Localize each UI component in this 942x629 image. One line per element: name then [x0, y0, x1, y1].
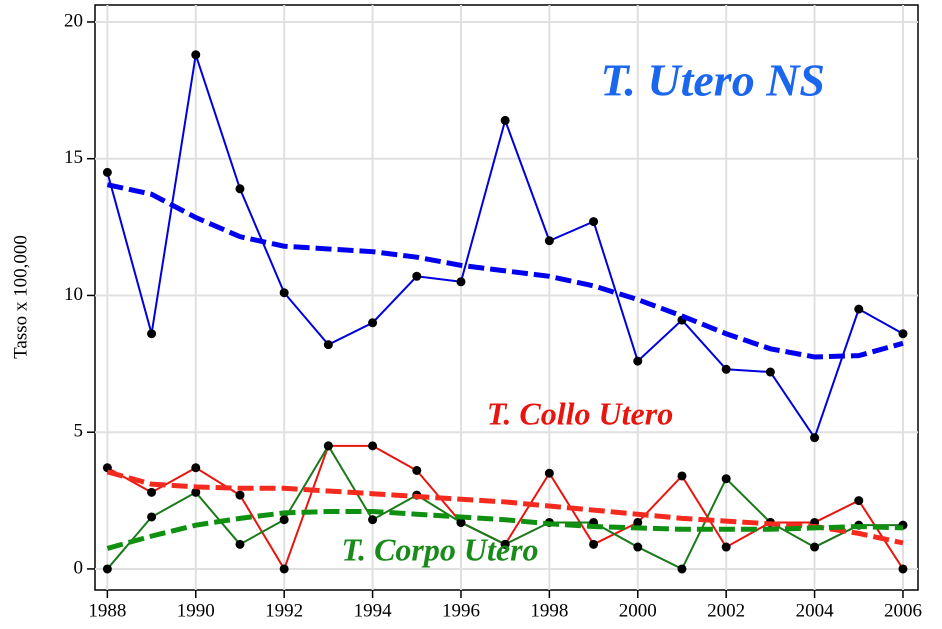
trend-line	[106, 182, 904, 360]
data-point	[810, 433, 820, 443]
trend-line	[106, 509, 904, 551]
data-point	[368, 515, 378, 525]
data-point	[412, 271, 422, 281]
series-label: T. Utero NS	[601, 55, 826, 106]
x-tick-label: 1996	[442, 600, 480, 621]
data-point	[235, 184, 245, 194]
data-point	[323, 340, 333, 350]
data-point	[147, 487, 157, 497]
data-point	[279, 288, 289, 298]
data-point	[721, 474, 731, 484]
data-point	[102, 167, 112, 177]
y-tick-label: 15	[64, 147, 83, 168]
data-point	[854, 496, 864, 506]
data-point	[368, 318, 378, 328]
data-point	[500, 115, 510, 125]
data-point	[191, 463, 201, 473]
data-point	[677, 471, 687, 481]
data-point	[544, 468, 554, 478]
data-point	[633, 542, 643, 552]
data-point	[854, 304, 864, 314]
data-point	[456, 517, 466, 527]
x-tick-label: 1998	[530, 600, 568, 621]
data-point	[898, 329, 908, 339]
x-tick-label: 2004	[796, 600, 835, 621]
trend-line	[106, 469, 904, 546]
y-axis-label: Tasso x 100,000	[10, 235, 31, 359]
data-point	[279, 515, 289, 525]
data-point	[544, 236, 554, 246]
data-point	[677, 564, 687, 574]
x-tick-label: 2002	[707, 600, 745, 621]
data-point	[633, 356, 643, 366]
data-point	[235, 490, 245, 500]
data-point	[721, 364, 731, 374]
data-point	[191, 50, 201, 60]
data-point	[633, 517, 643, 527]
data-point	[721, 542, 731, 552]
y-tick-label: 20	[64, 10, 83, 31]
y-tick-label: 0	[74, 557, 84, 578]
data-point	[810, 542, 820, 552]
data-point	[589, 217, 599, 227]
series-label: T. Corpo Utero	[341, 531, 538, 567]
x-tick-label: 2006	[884, 600, 922, 621]
data-point	[765, 367, 775, 377]
data-point	[235, 539, 245, 549]
data-point	[191, 487, 201, 497]
y-tick-label: 10	[64, 284, 83, 305]
x-tick-label: 2000	[619, 600, 657, 621]
y-tick-label: 5	[74, 421, 84, 442]
data-point	[323, 441, 333, 451]
series-label: T. Collo Utero	[487, 395, 673, 431]
x-tick-label: 1994	[354, 600, 393, 621]
data-point	[102, 564, 112, 574]
data-point	[898, 564, 908, 574]
plot-frame	[94, 4, 919, 591]
x-tick-label: 1990	[177, 600, 215, 621]
x-tick-label: 1992	[265, 600, 303, 621]
data-point	[456, 277, 466, 287]
x-tick-label: 1988	[88, 600, 126, 621]
data-point	[368, 441, 378, 451]
data-point	[147, 512, 157, 522]
data-point	[279, 564, 289, 574]
data-point	[500, 539, 510, 549]
data-point	[147, 329, 157, 339]
data-point	[589, 539, 599, 549]
data-point	[412, 465, 422, 475]
